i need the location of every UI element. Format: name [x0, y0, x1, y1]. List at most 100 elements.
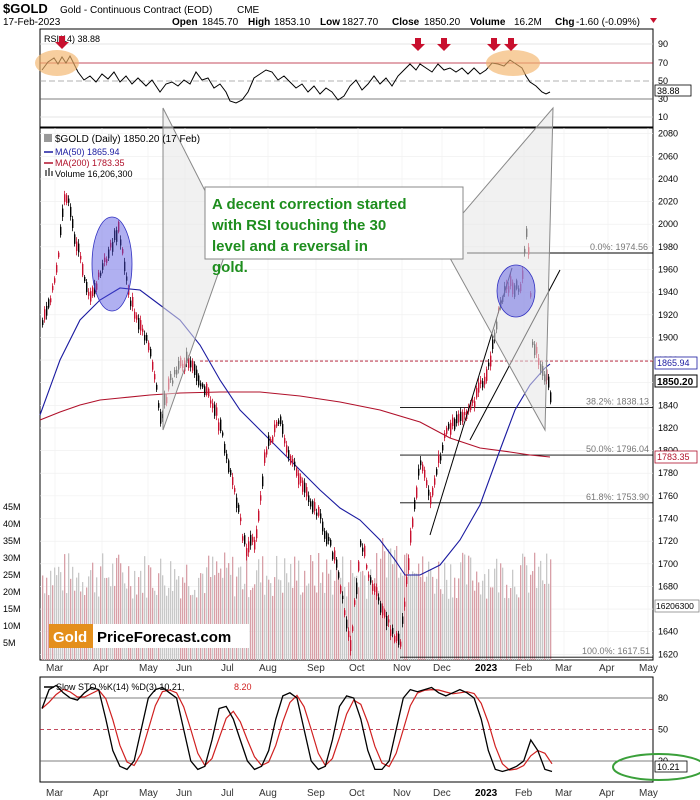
volume-tick-label: 45M — [3, 502, 21, 512]
volume-bar — [60, 572, 62, 660]
logo-word: Gold — [53, 629, 87, 646]
volume-bar — [250, 590, 252, 660]
price-candle — [372, 580, 374, 595]
volume-bar — [318, 553, 320, 660]
price-candle — [368, 571, 370, 581]
volume-bar — [542, 580, 544, 660]
volume-bar — [82, 582, 84, 660]
volume-bar — [466, 584, 468, 660]
legend-volume: Volume 16,206,300 — [55, 169, 133, 179]
price-candle — [212, 398, 214, 413]
high-value: 1853.10 — [274, 17, 311, 28]
sto-d-line — [41, 688, 553, 771]
price-candle — [266, 446, 268, 458]
volume-bar — [492, 587, 494, 660]
volume-bar — [164, 585, 166, 660]
price-candle — [200, 380, 202, 390]
price-tick-label: 2020 — [658, 197, 678, 207]
price-tick-label: 1680 — [658, 581, 678, 591]
price-candle — [408, 554, 410, 575]
price-candle — [328, 533, 330, 545]
volume-bar — [350, 560, 352, 660]
price-candle — [348, 627, 350, 641]
volume-bar — [256, 570, 258, 660]
volume-bar — [364, 575, 366, 660]
price-candle — [294, 457, 296, 471]
price-panel: 2080 2060 2040 2020 2000 1980 1960 1940 1920 1900… — [3, 106, 700, 661]
volume-bar — [114, 585, 116, 660]
sto-value-badge: 10.21 — [657, 762, 680, 772]
rsi-label: RSI(14) 38.88 — [44, 34, 100, 44]
price-candle — [110, 239, 112, 251]
price-candle — [144, 330, 146, 345]
price-candle — [120, 235, 122, 250]
price-candle — [288, 446, 290, 462]
volume-bar — [104, 577, 106, 660]
volume-bar — [258, 559, 260, 660]
volume-bar — [78, 572, 80, 660]
volume-bar — [476, 571, 478, 660]
price-candle — [440, 452, 442, 465]
volume-bar — [218, 572, 220, 660]
volume-bar — [362, 570, 364, 660]
volume-bar — [212, 556, 214, 660]
sto-d-value: 8.20 — [234, 682, 252, 692]
volume-bar — [376, 553, 378, 660]
price-candle — [190, 356, 192, 372]
volume-bar — [456, 598, 458, 660]
price-candle — [80, 252, 82, 264]
price-tick-label: 1740 — [658, 514, 678, 524]
price-candle — [426, 477, 428, 488]
rsi-tick-label: 10 — [658, 112, 668, 122]
price-candle — [198, 373, 200, 388]
volume-bar — [528, 592, 530, 660]
volume-bar — [480, 594, 482, 660]
price-candle — [400, 639, 402, 650]
price-candle — [472, 396, 474, 407]
volume-bar — [320, 582, 322, 660]
month-label: Mar — [46, 663, 64, 674]
price-candle — [280, 414, 282, 427]
volume-bar — [86, 587, 88, 660]
logo: Gold PriceForecast.com — [49, 624, 249, 648]
month-label: Oct — [349, 788, 365, 799]
price-candle — [474, 396, 476, 412]
price-candle — [276, 420, 278, 429]
price-candle — [442, 442, 444, 454]
month-label: May — [139, 663, 158, 674]
price-candle — [270, 436, 272, 446]
volume-bar — [462, 552, 464, 660]
volume-bar — [504, 597, 506, 660]
volume-bar — [500, 563, 502, 660]
price-candle — [308, 491, 310, 506]
volume-tick-label: 35M — [3, 536, 21, 546]
price-candle — [322, 518, 324, 535]
volume-bar — [388, 549, 390, 660]
price-candle — [354, 598, 356, 607]
price-candle — [222, 430, 224, 438]
price-candle — [226, 449, 228, 464]
volume-bar — [208, 555, 210, 660]
price-candle — [42, 317, 44, 328]
volume-bar — [498, 592, 500, 660]
volume-bar — [390, 548, 392, 660]
price-candle — [306, 483, 308, 501]
date-label: 17-Feb-2023 — [3, 17, 61, 28]
volume-bar — [452, 597, 454, 660]
volume-bar — [520, 565, 522, 660]
month-label: Sep — [307, 788, 325, 799]
price-candle — [338, 570, 340, 580]
month-label: 2023 — [475, 663, 498, 674]
volume-bar — [270, 583, 272, 660]
volume-bar — [116, 557, 118, 660]
price-candle — [378, 593, 380, 605]
price-candle — [142, 324, 144, 336]
volume-bar — [246, 553, 248, 660]
down-triangle-icon — [650, 18, 657, 23]
price-candle — [238, 502, 240, 514]
volume-bar — [484, 574, 486, 660]
low-label: Low — [320, 17, 340, 28]
price-candle — [342, 591, 344, 604]
volume-bar — [348, 582, 350, 660]
volume-bar — [56, 575, 58, 660]
